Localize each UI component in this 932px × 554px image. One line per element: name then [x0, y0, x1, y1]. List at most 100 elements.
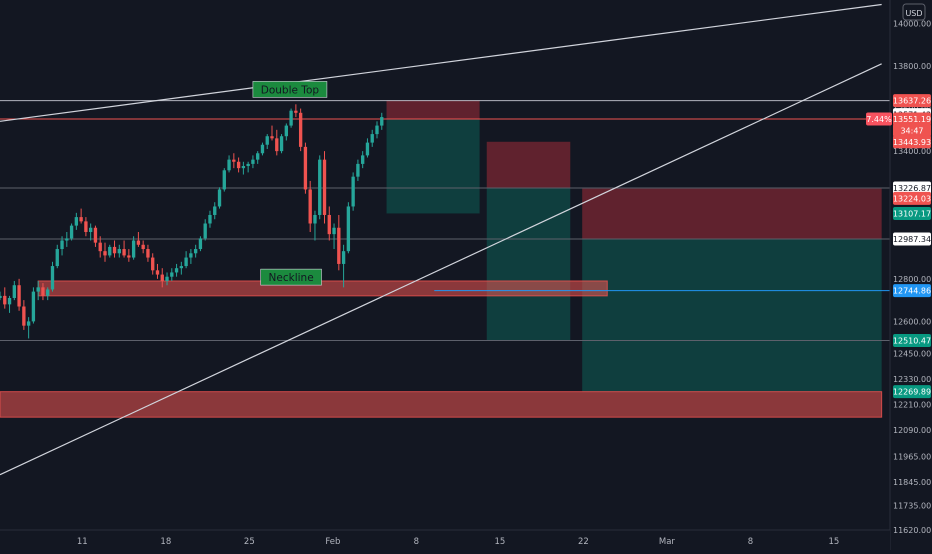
- candle-body: [174, 268, 179, 273]
- price-axis[interactable]: USD 14000.0013800.0013600.0013400.001320…: [866, 0, 932, 550]
- candle-body: [246, 163, 250, 167]
- candle: [165, 272, 169, 286]
- candle-body: [189, 253, 193, 258]
- candle-body: [213, 206, 217, 215]
- price-label: 13224.03: [893, 191, 931, 205]
- price-tick-label: 13800.00: [893, 62, 931, 71]
- candle: [298, 108, 303, 152]
- candle: [265, 134, 269, 149]
- price-tick-label: 13400.00: [893, 147, 931, 156]
- candle-body: [375, 125, 379, 135]
- candle: [74, 212, 79, 230]
- candle: [256, 151, 260, 164]
- candle: [341, 244, 346, 288]
- price-label-text: 13637.26: [893, 97, 931, 106]
- candle-body: [356, 163, 360, 177]
- candle: [170, 268, 174, 281]
- candle: [337, 214, 341, 271]
- price-label-bg: [893, 284, 931, 298]
- candle: [160, 268, 164, 288]
- candle: [351, 172, 355, 211]
- candle: [313, 210, 317, 241]
- candle: [3, 287, 7, 309]
- candle: [222, 168, 226, 192]
- candle-body: [26, 321, 31, 326]
- candle: [0, 291, 2, 301]
- candle-body: [117, 249, 121, 254]
- candle-body: [332, 227, 336, 235]
- price-label: 13226.87: [893, 181, 931, 195]
- candle: [84, 217, 88, 237]
- price-label-bg: [893, 191, 931, 205]
- time-tick-label: 18: [160, 537, 171, 547]
- target-zone-3: [486, 187, 571, 341]
- candle-body: [122, 249, 126, 256]
- horizontal-lines-layer: [0, 100, 890, 341]
- candle-body: [17, 285, 21, 307]
- time-tick-label: 8: [748, 537, 753, 547]
- price-label: 13551.19: [893, 112, 931, 126]
- candle: [50, 261, 55, 292]
- candle-body: [60, 240, 64, 250]
- time-tick-label: 8: [414, 537, 419, 547]
- candles-layer: [0, 104, 384, 339]
- price-tick-label: 12330.00: [893, 375, 931, 384]
- candle: [146, 244, 150, 262]
- candle: [193, 244, 198, 258]
- price-label-text: 13443.93: [893, 138, 931, 147]
- candle: [284, 123, 288, 141]
- candle-body: [198, 238, 203, 250]
- currency-badge[interactable]: [902, 3, 926, 21]
- annotations-layer: Double Top Neckline: [252, 81, 328, 286]
- candle: [189, 249, 193, 264]
- candle-body: [193, 249, 198, 254]
- candle-body: [303, 146, 308, 190]
- candle-body: [136, 240, 141, 245]
- candle-body: [365, 142, 370, 156]
- candle: [122, 240, 126, 258]
- candle-body: [103, 251, 107, 256]
- candle-body: [155, 270, 160, 275]
- candle-body: [179, 266, 184, 269]
- candle-body: [241, 166, 246, 169]
- annotation-neckline: Neckline: [260, 268, 322, 286]
- candle-body: [41, 287, 45, 296]
- candle: [246, 161, 250, 173]
- candle: [380, 112, 384, 130]
- candle: [375, 121, 379, 139]
- candle: [251, 155, 255, 169]
- candle: [31, 287, 36, 324]
- price-tick-label: 11735.00: [893, 502, 931, 511]
- candle: [227, 155, 231, 173]
- price-tick-label: 12800.00: [893, 275, 931, 284]
- candle-body: [322, 159, 327, 215]
- candle-body: [270, 136, 274, 139]
- candle: [117, 244, 121, 258]
- price-label-bg: [893, 181, 931, 195]
- candle-body: [289, 110, 293, 126]
- price-label: 34:47: [893, 123, 931, 137]
- candle-body: [208, 214, 212, 224]
- candle: [151, 253, 155, 275]
- price-tick-label: 12210.00: [893, 400, 931, 409]
- candle-body: [151, 257, 155, 271]
- annotation-box: [260, 268, 322, 286]
- time-tick-label: 15: [494, 537, 505, 547]
- change-badge-text: 7.44%: [866, 115, 892, 124]
- candle: [294, 104, 298, 118]
- candle: [179, 261, 184, 275]
- time-tick-label: 15: [829, 537, 840, 547]
- candle: [127, 249, 131, 262]
- time-tick-label: 11: [77, 537, 88, 547]
- target-zone-5: [582, 238, 882, 392]
- currency-label: USD: [905, 9, 922, 18]
- price-tick-label: 14000.00: [893, 19, 931, 28]
- candle-body: [294, 110, 298, 113]
- candle-body: [141, 244, 145, 250]
- price-label-bg: [893, 333, 931, 347]
- price-tick-label: 11965.00: [893, 453, 931, 462]
- time-axis[interactable]: 11 18 25 Feb 8 15 22 Mar 8 15: [0, 529, 890, 550]
- candle-body: [74, 217, 79, 226]
